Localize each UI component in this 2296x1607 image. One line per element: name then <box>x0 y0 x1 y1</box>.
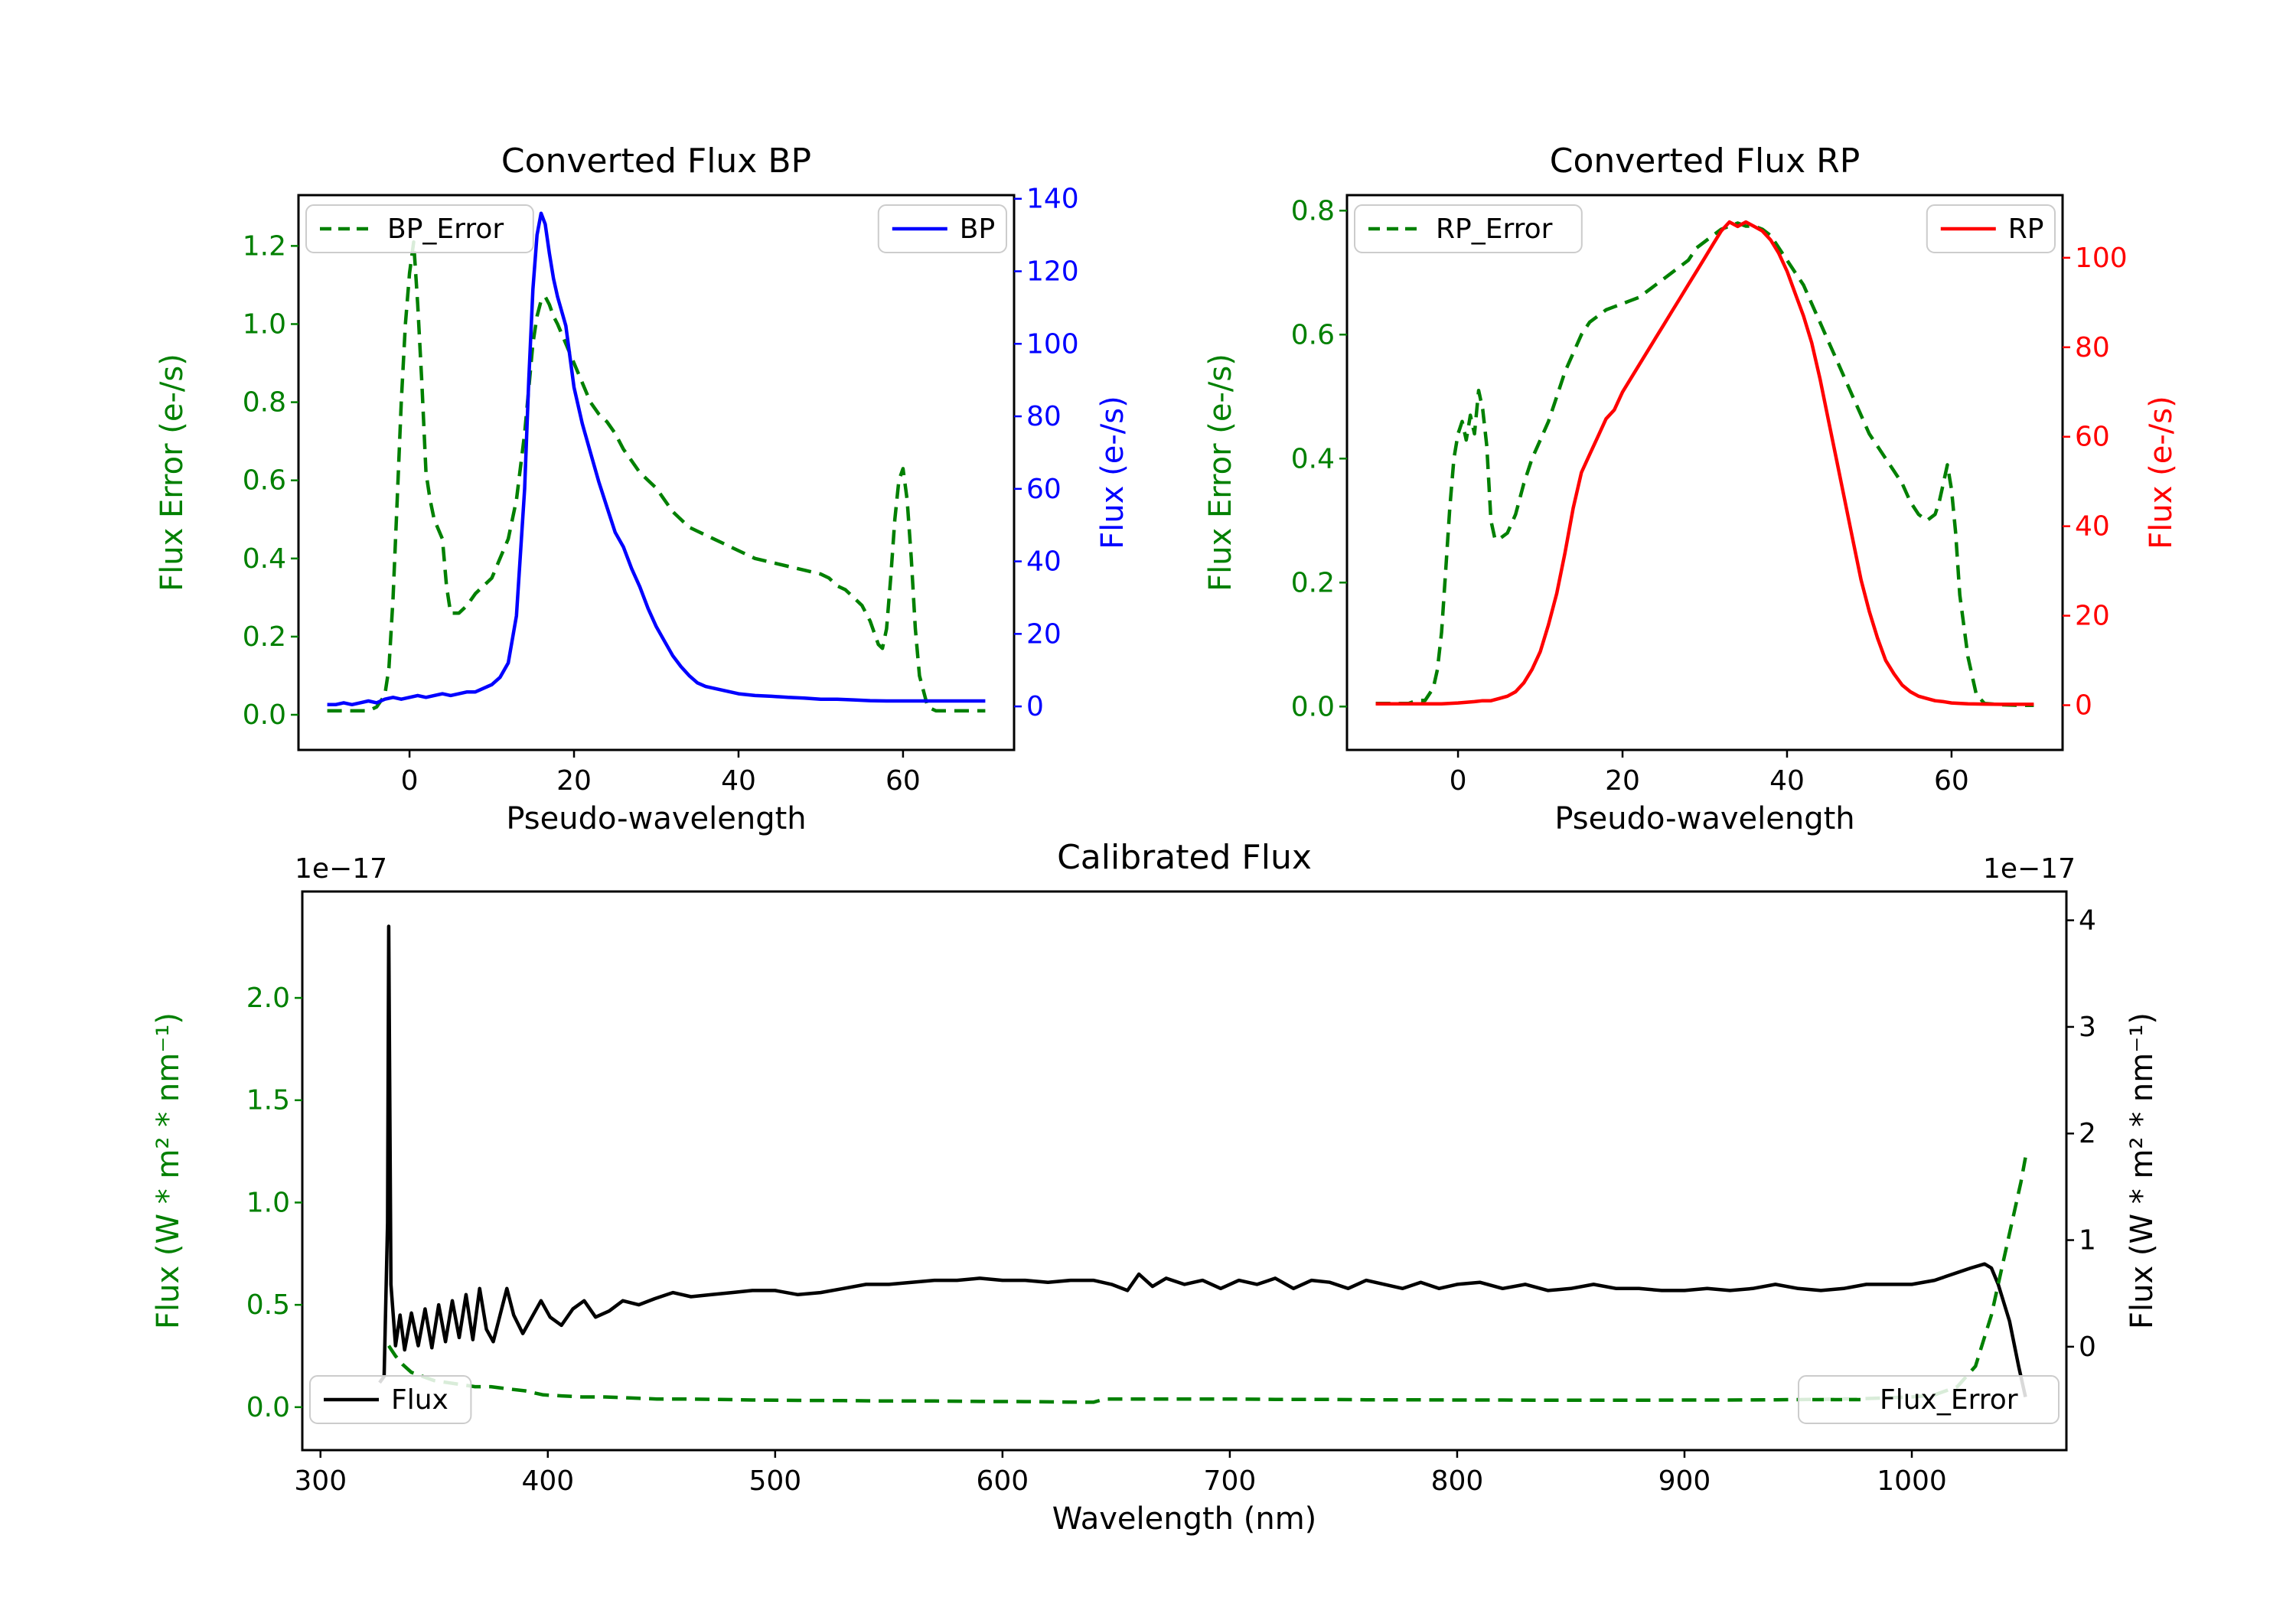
x-tick-label: 20 <box>1605 765 1640 797</box>
y-tick-label-left: 1.2 <box>243 230 286 262</box>
y-tick-label-right: 20 <box>1026 618 1062 650</box>
y-tick-label-right: 80 <box>1026 401 1062 432</box>
legend-label: Flux_Error <box>1880 1384 2018 1416</box>
y-tick-label-right: 40 <box>1026 546 1062 578</box>
x-tick-label: 1000 <box>1877 1465 1947 1497</box>
y-tick-label-right: 60 <box>2075 422 2110 453</box>
series-Flux <box>378 924 2027 1397</box>
y-tick-label-left: 2.0 <box>246 983 290 1014</box>
y-tick-label-left: 0.0 <box>243 699 286 731</box>
legend-RP: RP <box>1926 204 2056 253</box>
y-tick-label-left: 0.4 <box>1291 443 1335 474</box>
x-tick-label: 800 <box>1431 1465 1484 1497</box>
left-offset-text: 1e−17 <box>295 853 387 885</box>
x-tick-label: 900 <box>1658 1465 1711 1497</box>
chart-bp: 0 20 40 60 0.0 0.2 0.4 0.6 0.8 1.0 1.2 0 20 40 60 80 100… <box>155 142 1130 836</box>
y-axis-label-right: Flux (e-/s) <box>2144 396 2179 549</box>
x-tick-label: 600 <box>977 1465 1029 1497</box>
x-axis-label: Wavelength (nm) <box>1052 1501 1317 1537</box>
y-tick-label-left: 0.4 <box>243 543 286 575</box>
y-axis-label-right: Flux (e-/s) <box>1095 396 1130 549</box>
legend-label: BP_Error <box>387 214 504 245</box>
legend-label: RP_Error <box>1436 214 1553 245</box>
x-tick-label: 60 <box>885 765 921 797</box>
y-tick-label-left: 1.5 <box>246 1085 290 1116</box>
y-tick-label-right: 100 <box>2075 243 2128 274</box>
x-tick-label: 500 <box>748 1465 801 1497</box>
y-tick-label-right: 80 <box>2075 332 2110 363</box>
y-tick-label-left: 1.0 <box>243 308 286 340</box>
x-tick-label: 0 <box>401 765 419 797</box>
x-axis-label: Pseudo-wavelength <box>506 801 806 836</box>
series-BP_Error <box>327 240 986 713</box>
y-axis-label-left: Flux Error (e-/s) <box>155 354 190 592</box>
y-tick-label-right: 0 <box>2079 1332 2096 1363</box>
y-tick-label-left: 1.0 <box>246 1187 290 1218</box>
chart-title: Converted Flux RP <box>1550 142 1861 181</box>
y-tick-label-right: 40 <box>2075 511 2110 543</box>
y-tick-label-right: 20 <box>2075 601 2110 632</box>
legend-label: RP <box>2008 214 2044 245</box>
y-tick-label-right: 120 <box>1026 256 1079 288</box>
legend-label: BP <box>960 214 995 245</box>
y-tick-label-right: 60 <box>1026 474 1062 505</box>
y-tick-label-right: 4 <box>2079 905 2096 937</box>
series-RP_Error <box>1375 221 2034 707</box>
legend-RP_Error: RP_Error <box>1354 204 1583 253</box>
y-tick-label-left: 0.6 <box>1291 319 1335 350</box>
x-tick-label: 300 <box>294 1465 347 1497</box>
y-axis-label-left: Flux Error (e-/s) <box>1203 354 1238 592</box>
y-axis-label-right: Flux (W * m² * nm⁻¹) <box>2125 1012 2160 1329</box>
y-tick-label-right: 140 <box>1026 184 1079 215</box>
chart-title: Converted Flux BP <box>501 142 811 181</box>
chart-cal: 300 400 500 600 700 800 900 1000 0.0 0.5 1.0 1.5 2.0… <box>151 838 2160 1537</box>
y-tick-label-right: 0 <box>2075 690 2092 722</box>
legend-box <box>1798 1375 2060 1424</box>
y-tick-label-left: 0.2 <box>243 621 286 653</box>
plot-frame <box>1345 194 2064 751</box>
legend-label: Flux <box>391 1384 448 1416</box>
x-tick-label: 0 <box>1450 765 1467 797</box>
plot-frame <box>297 194 1016 751</box>
plot-frame <box>301 890 2068 1452</box>
x-tick-label: 20 <box>556 765 592 797</box>
y-axis-label-left: Flux (W * m² * nm⁻¹) <box>151 1012 186 1329</box>
y-tick-label-right: 100 <box>1026 328 1079 360</box>
legend-Flux_Error: Flux_Error <box>1798 1375 2060 1424</box>
series-Flux_Error <box>387 1157 2027 1404</box>
x-tick-label: 400 <box>521 1465 574 1497</box>
y-tick-label-left: 0.8 <box>1291 195 1335 227</box>
legend-box <box>1354 204 1583 253</box>
y-tick-label-right: 3 <box>2079 1012 2096 1043</box>
chart-rp: 0 20 40 60 0.0 0.2 0.4 0.6 0.8 0 20 40 60 80 100 Conver… <box>1203 142 2179 836</box>
y-tick-label-left: 0.5 <box>246 1289 290 1321</box>
y-tick-label-left: 0.6 <box>243 465 286 497</box>
chart-title: Calibrated Flux <box>1057 838 1312 877</box>
series-RP <box>1375 220 2034 706</box>
series-BP <box>327 211 986 707</box>
legend-Flux: Flux <box>309 1375 472 1424</box>
right-offset-text: 1e−17 <box>1983 853 2076 885</box>
x-axis-label: Pseudo-wavelength <box>1554 801 1854 836</box>
y-tick-label-left: 0.0 <box>246 1392 290 1423</box>
legend-BP_Error: BP_Error <box>305 204 534 253</box>
legend-BP: BP <box>877 204 1008 253</box>
y-tick-label-left: 0.2 <box>1291 567 1335 598</box>
x-tick-label: 40 <box>721 765 756 797</box>
y-tick-label-right: 1 <box>2079 1225 2096 1257</box>
y-tick-label-right: 0 <box>1026 691 1044 722</box>
x-tick-label: 40 <box>1769 765 1805 797</box>
legend-box <box>309 1375 472 1424</box>
x-tick-label: 700 <box>1204 1465 1257 1497</box>
y-tick-label-left: 0.8 <box>243 387 286 419</box>
legend-box <box>305 204 534 253</box>
x-tick-label: 60 <box>1934 765 1969 797</box>
y-tick-label-left: 0.0 <box>1291 691 1335 722</box>
y-tick-label-right: 2 <box>2079 1118 2096 1149</box>
